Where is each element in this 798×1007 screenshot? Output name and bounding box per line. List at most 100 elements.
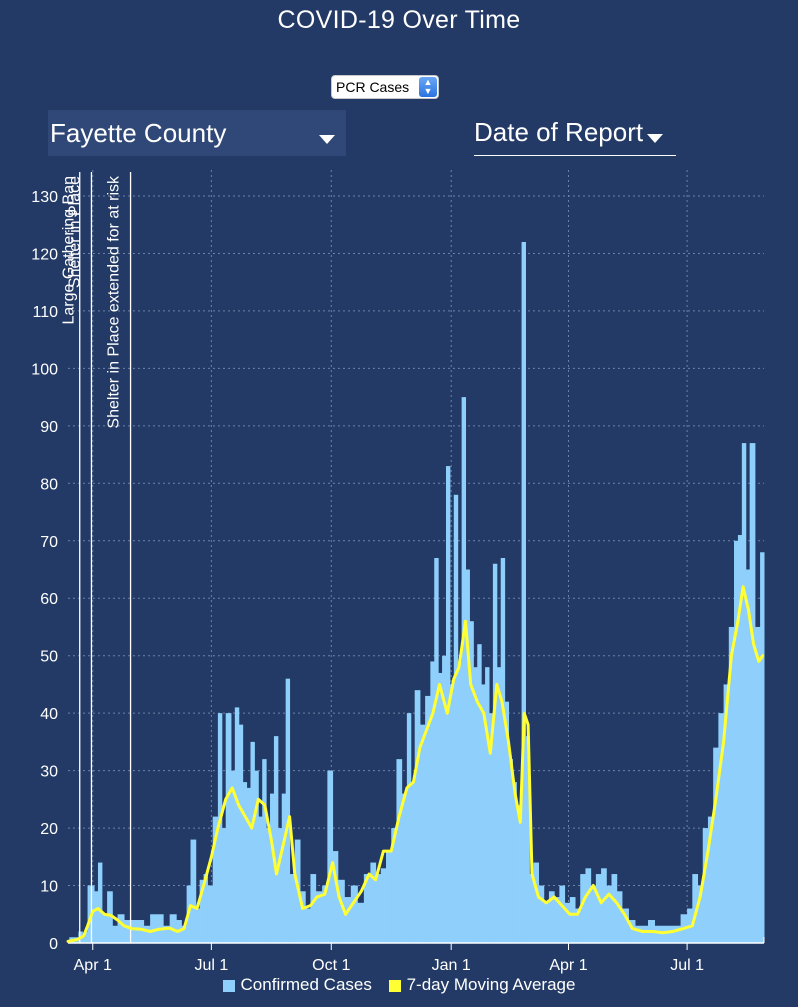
chevron-down-icon — [319, 135, 335, 144]
bar-confirmed-cases — [221, 828, 227, 943]
bar-confirmed-cases — [380, 868, 387, 943]
bar-confirmed-cases — [469, 621, 474, 943]
bar-confirmed-cases — [262, 759, 267, 943]
bar-confirmed-cases — [107, 891, 113, 943]
bar-confirmed-cases — [386, 851, 392, 943]
bar-confirmed-cases — [238, 724, 244, 943]
x-tick-label: Apr 1 — [74, 957, 112, 974]
bar-confirmed-cases — [419, 724, 426, 943]
county-select-value: Fayette County — [50, 117, 227, 148]
annotation-label: Shelter in Place extended for at risk — [106, 175, 123, 429]
legend-label-average: 7-day Moving Average — [406, 975, 576, 994]
bar-confirmed-cases — [285, 678, 291, 943]
bar-confirmed-cases — [277, 828, 283, 943]
bar-confirmed-cases — [500, 558, 506, 943]
chart-legend: Confirmed Cases 7-day Moving Average — [0, 975, 798, 995]
bar-confirmed-cases — [350, 885, 358, 943]
bar-confirmed-cases — [150, 914, 158, 943]
legend-item-average[interactable]: 7-day Moving Average — [388, 975, 576, 995]
bar-confirmed-cases — [760, 552, 765, 943]
bar-confirmed-cases — [195, 908, 201, 943]
y-tick-label: 90 — [40, 419, 58, 436]
bar-confirmed-cases — [332, 851, 339, 943]
y-tick-label: 100 — [31, 361, 58, 378]
x-tick-label: Oct 1 — [312, 957, 350, 974]
bar-confirmed-cases — [401, 793, 408, 943]
y-tick-label: 120 — [31, 246, 58, 263]
bar-confirmed-cases — [410, 782, 416, 943]
bar-confirmed-cases — [289, 874, 296, 943]
bar-confirmed-cases — [477, 644, 482, 943]
bar-confirmed-cases — [207, 885, 214, 943]
bar-confirmed-cases — [357, 902, 365, 943]
x-tick-label: Jul 1 — [194, 957, 228, 974]
bar-confirmed-cases — [504, 701, 510, 943]
bar-confirmed-cases — [266, 828, 271, 943]
bar-confirmed-cases — [533, 862, 540, 943]
bar-confirmed-cases — [488, 713, 494, 943]
county-select[interactable]: Fayette County — [48, 110, 346, 156]
y-tick-label: 20 — [40, 821, 58, 838]
bar-confirmed-cases — [492, 563, 498, 943]
bar-confirmed-cases — [94, 891, 99, 943]
bar-confirmed-cases — [641, 925, 649, 943]
bar-confirmed-cases — [754, 626, 761, 943]
bar-confirmed-cases — [327, 770, 334, 943]
bar-confirmed-cases — [473, 667, 478, 943]
date-mode-select[interactable]: Date of Report — [474, 110, 676, 156]
bar-confirmed-cases — [538, 885, 545, 943]
bar-confirmed-cases — [190, 839, 197, 943]
bar-confirmed-cases — [438, 672, 443, 943]
y-tick-label: 70 — [40, 534, 58, 551]
bar-confirmed-cases — [559, 885, 566, 943]
bar-confirmed-cases — [516, 805, 523, 943]
covid-chart: 0 10 20 30 40 50 60 70 80 90 100 110 120 130 Apr 1 Jul … — [31, 170, 765, 974]
y-tick-label: 50 — [40, 649, 58, 666]
bar-confirmed-cases — [661, 925, 669, 943]
select-stepper-icon: ▲ ▼ — [419, 77, 437, 97]
y-tick-label: 130 — [31, 189, 58, 206]
bar-confirmed-cases — [543, 902, 550, 943]
bar-confirmed-cases — [548, 891, 555, 943]
bar-confirmed-cases — [258, 816, 263, 943]
bar-confirmed-cases — [713, 747, 719, 943]
bar-confirmed-cases — [87, 885, 91, 943]
bar-confirmed-cases — [461, 397, 467, 944]
bar-confirmed-cases — [457, 661, 463, 943]
annotation-label: Large Gathering Ban — [61, 176, 78, 325]
bar-confirmed-cases — [181, 925, 188, 943]
bar-confirmed-cases — [628, 920, 636, 943]
bar-confirmed-cases — [616, 891, 623, 943]
bar-confirmed-cases — [203, 874, 208, 943]
bar-confirmed-cases — [97, 862, 103, 943]
bar-confirmed-cases — [112, 925, 119, 943]
bar-confirmed-cases — [667, 925, 675, 943]
moving-average-line — [66, 585, 765, 943]
bar-confirmed-cases — [310, 874, 317, 943]
bar-confirmed-cases — [337, 879, 345, 943]
bar-confirmed-cases — [117, 914, 125, 943]
bar-confirmed-cases — [590, 885, 597, 943]
bar-confirmed-cases — [363, 874, 371, 943]
legend-item-confirmed[interactable]: Confirmed Cases — [222, 975, 372, 995]
bar-confirmed-cases — [281, 793, 287, 943]
bar-confirmed-cases — [322, 885, 328, 943]
bar-confirmed-cases — [569, 897, 576, 943]
y-tick-label: 0 — [49, 936, 58, 953]
x-tick-label: Jul 1 — [670, 957, 704, 974]
bar-confirmed-cases — [496, 667, 502, 943]
bar-confirmed-cases — [525, 736, 530, 943]
bar-confirmed-cases — [430, 661, 435, 943]
x-tick-label: Apr 1 — [549, 957, 587, 974]
metric-select[interactable]: PCR Cases ▲ ▼ — [331, 75, 439, 99]
bar-confirmed-cases — [575, 908, 581, 943]
page-title: COVID-19 Over Time — [277, 6, 521, 34]
bar-confirmed-cases — [414, 690, 421, 943]
y-tick-label: 10 — [40, 879, 58, 896]
bar-confirmed-cases — [84, 931, 89, 943]
bar-confirmed-cases — [634, 925, 642, 943]
bar-confirmed-cases — [234, 707, 240, 943]
y-tick-label: 60 — [40, 591, 58, 608]
bar-confirmed-cases — [453, 494, 459, 943]
y-tick-label: 80 — [40, 476, 58, 493]
